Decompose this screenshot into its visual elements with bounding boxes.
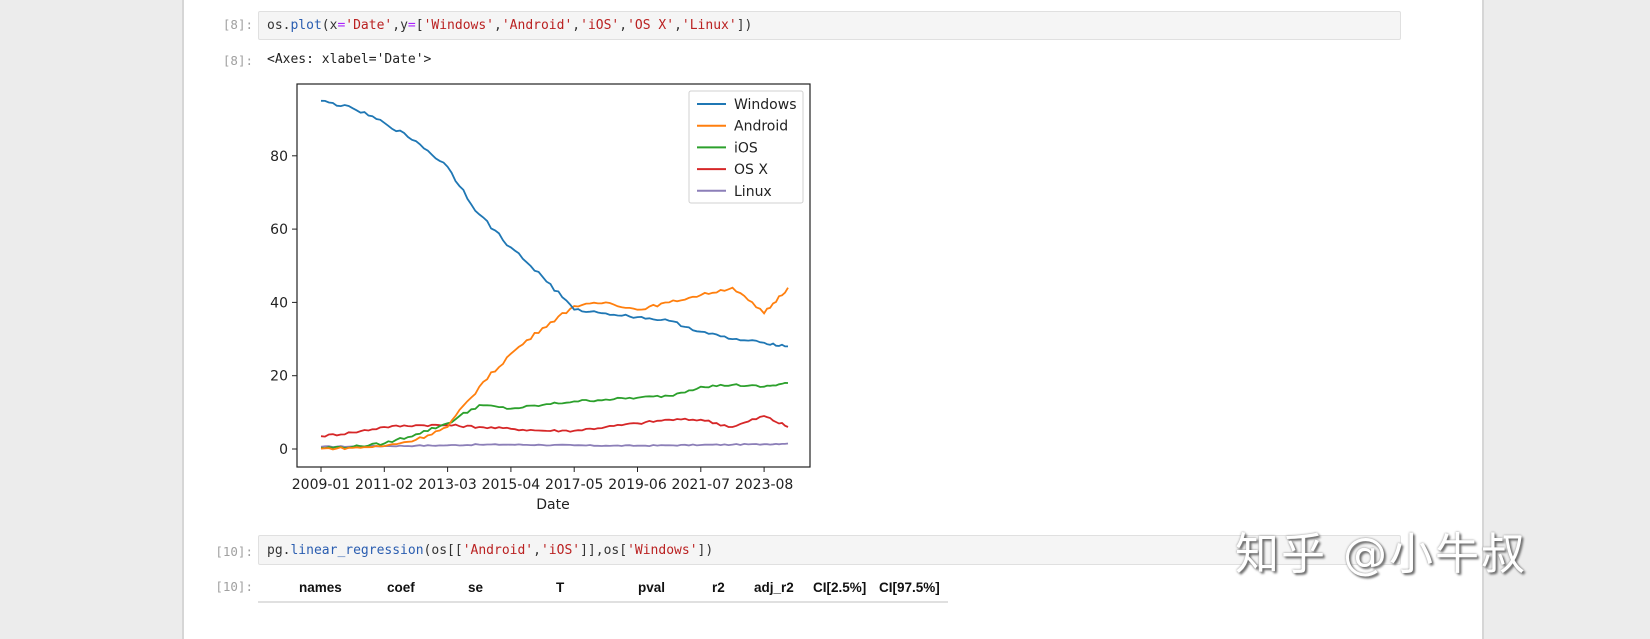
code-token: , bbox=[572, 18, 581, 33]
code-token: ]) bbox=[697, 542, 714, 558]
svg-text:20: 20 bbox=[270, 369, 288, 385]
table-header-ci-2-5-: CI[2.5%] bbox=[813, 580, 867, 595]
code-token: 'Linux' bbox=[681, 18, 737, 33]
code-token: os. bbox=[267, 18, 291, 33]
svg-text:80: 80 bbox=[270, 149, 288, 165]
cell-8-output-prompt: [8]: bbox=[222, 53, 253, 68]
code-token: [ bbox=[415, 18, 424, 33]
code-token: ]) bbox=[736, 18, 753, 33]
cell-8-output-text: <Axes: xlabel='Date'> bbox=[267, 52, 432, 67]
cell-8-code-editor[interactable]: os. plot (x = 'Date' ,y =['Windows', 'Android',… bbox=[258, 11, 1401, 40]
svg-text:2015-04: 2015-04 bbox=[482, 477, 541, 493]
code-token: ]],os[ bbox=[580, 542, 628, 558]
code-token: 'iOS' bbox=[540, 542, 581, 558]
legend-label-windows: Windows bbox=[734, 97, 797, 113]
code-token: , bbox=[494, 18, 502, 33]
code-token: 'Android' bbox=[501, 18, 573, 33]
cell-10-code-editor[interactable]: pg. linear_regression (os[['Android','iOS'… bbox=[258, 535, 1401, 565]
cell-8-input-prompt: [8]: bbox=[222, 17, 253, 32]
series-line-linux bbox=[320, 442, 789, 449]
table-header-adj-r2: adj_r2 bbox=[754, 580, 794, 595]
code-token: , bbox=[619, 18, 628, 33]
series-line-android bbox=[320, 286, 789, 451]
svg-text:2011-02: 2011-02 bbox=[355, 477, 414, 493]
svg-text:2013-03: 2013-03 bbox=[418, 477, 477, 493]
code-token: 'Windows' bbox=[627, 542, 698, 558]
chart-legend: Windows Android iOS OS X Linux bbox=[688, 90, 804, 204]
legend-label-linux: Linux bbox=[734, 184, 772, 200]
code-token: (os[[ bbox=[423, 542, 463, 558]
code-token: 'Android' bbox=[462, 542, 534, 558]
svg-text:2019-06: 2019-06 bbox=[608, 477, 667, 493]
code-token: pg. bbox=[267, 542, 291, 558]
code-token: (x bbox=[321, 18, 338, 33]
series-line-windows bbox=[320, 99, 788, 348]
code-token: , bbox=[674, 18, 682, 33]
table-header-ci-97-5-: CI[97.5%] bbox=[879, 580, 940, 595]
x-axis-ticks: 2009-01 2011-02 2013-03 2015-04 2017-05 2019-… bbox=[292, 467, 794, 493]
legend-label-os-x: OS X bbox=[734, 162, 768, 178]
code-token: , bbox=[533, 542, 541, 558]
table-header-names: names bbox=[299, 580, 342, 595]
cell-10-input-prompt: [10]: bbox=[215, 544, 253, 559]
table-header-t: T bbox=[556, 580, 565, 595]
code-token: 'Date' bbox=[345, 18, 393, 33]
svg-text:60: 60 bbox=[270, 222, 288, 238]
x-axis-label: Date bbox=[536, 497, 569, 513]
code-token: 'iOS' bbox=[580, 18, 620, 33]
series-line-os-x bbox=[320, 415, 789, 438]
svg-text:2023-08: 2023-08 bbox=[735, 477, 794, 493]
code-token: = bbox=[337, 18, 346, 33]
svg-text:2017-05: 2017-05 bbox=[545, 477, 604, 493]
table-header-pval: pval bbox=[638, 580, 666, 595]
code-token: 'Windows' bbox=[423, 18, 495, 33]
y-axis-ticks: 0 20 40 60 80 bbox=[270, 149, 297, 458]
series-lines bbox=[320, 99, 789, 451]
code-token: linear_regression bbox=[290, 542, 424, 558]
series-line-ios bbox=[320, 381, 789, 450]
cell-10-output-prompt: [10]: bbox=[215, 579, 253, 594]
table-header-coef: coef bbox=[387, 580, 415, 595]
table-header-se: se bbox=[468, 580, 484, 595]
code-token: ,y bbox=[392, 18, 408, 33]
watermark-text: 知乎 @小牛叔 bbox=[1235, 529, 1527, 580]
svg-text:2021-07: 2021-07 bbox=[672, 477, 731, 493]
svg-text:0: 0 bbox=[279, 442, 288, 458]
code-token: = bbox=[407, 18, 416, 33]
code-token: 'OS X' bbox=[627, 18, 675, 33]
code-token: plot bbox=[290, 18, 322, 33]
svg-text:2009-01: 2009-01 bbox=[292, 477, 351, 493]
legend-label-ios: iOS bbox=[734, 140, 758, 156]
legend-label-android: Android bbox=[734, 119, 788, 135]
svg-text:40: 40 bbox=[270, 295, 288, 311]
table-header-r2: r2 bbox=[712, 580, 725, 595]
